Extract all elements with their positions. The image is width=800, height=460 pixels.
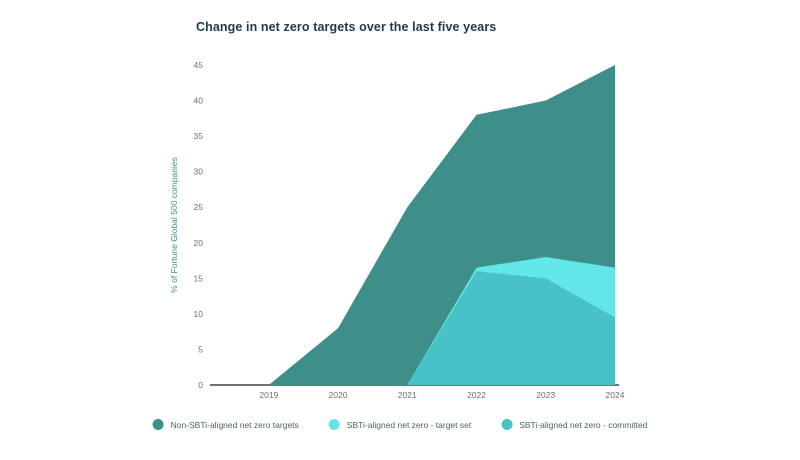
legend-dot-non-sbti bbox=[152, 419, 164, 430]
y-tick-label: 45 bbox=[194, 60, 204, 70]
area-series-2 bbox=[407, 271, 615, 385]
y-tick-label: 5 bbox=[198, 344, 203, 354]
legend-item-non-sbti[interactable]: Non-SBTi-aligned net zero targets bbox=[152, 419, 299, 430]
y-tick-label: 0 bbox=[198, 380, 203, 390]
y-tick-label: 40 bbox=[194, 96, 204, 106]
chart-title: Change in net zero targets over the last… bbox=[196, 20, 497, 34]
y-tick-label: 30 bbox=[194, 167, 204, 177]
x-tick-label: 2024 bbox=[606, 390, 625, 400]
y-tick-label: 15 bbox=[194, 273, 204, 283]
y-tick-label: 35 bbox=[194, 131, 204, 141]
legend-dot-committed bbox=[501, 419, 513, 430]
legend-dot-target-set bbox=[328, 419, 340, 430]
chart-legend: Non-SBTi-aligned net zero targets SBTi-a… bbox=[152, 419, 647, 430]
x-tick-label: 2021 bbox=[398, 390, 417, 400]
x-tick-label: 2022 bbox=[467, 390, 486, 400]
y-tick-label: 20 bbox=[194, 238, 204, 248]
legend-item-target-set[interactable]: SBTi-aligned net zero - target set bbox=[328, 419, 472, 430]
y-tick-label: 10 bbox=[194, 309, 204, 319]
legend-item-committed[interactable]: SBTi-aligned net zero - committed bbox=[501, 419, 647, 430]
x-tick-label: 2020 bbox=[329, 390, 348, 400]
legend-label-target-set: SBTi-aligned net zero - target set bbox=[346, 419, 472, 430]
legend-label-committed: SBTi-aligned net zero - committed bbox=[519, 419, 648, 430]
y-tick-label: 25 bbox=[194, 202, 204, 212]
area-chart: % of Fortune Global 500 companies 0 5 10 15… bbox=[169, 60, 625, 400]
x-tick-label: 2023 bbox=[536, 390, 555, 400]
legend-label-non-sbti: Non-SBTi-aligned net zero targets bbox=[170, 419, 299, 430]
x-tick-label: 2019 bbox=[259, 390, 278, 400]
y-axis-label: % of Fortune Global 500 companies bbox=[169, 157, 179, 293]
